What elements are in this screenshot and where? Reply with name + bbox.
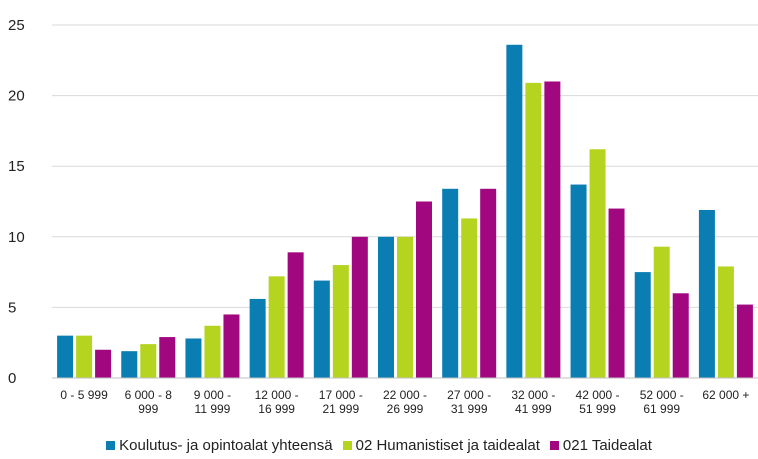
bar-series-3: [672, 293, 689, 378]
y-tick-label: 0: [8, 370, 16, 387]
x-tick-label-line: 42 000 -: [576, 388, 620, 402]
bar-series-1: [634, 272, 651, 378]
bar-series-1: [506, 44, 523, 378]
legend-label: 02 Humanistiset ja taidealat: [355, 437, 540, 454]
bar-series-2: [653, 246, 670, 378]
bar-series-2: [525, 82, 542, 378]
bar-series-3: [480, 188, 497, 378]
x-tick-label-line: 32 000 -: [511, 388, 555, 402]
bar-series-3: [736, 304, 753, 378]
x-tick-label-line: 6 000 - 8: [125, 388, 173, 402]
y-tick-label: 10: [8, 229, 25, 246]
bar-series-2: [268, 276, 285, 378]
bars: [57, 44, 753, 378]
bar-series-1: [185, 338, 202, 378]
x-tick-label: 27 000 -31 999: [447, 388, 491, 416]
bar-series-1: [249, 298, 266, 378]
x-tick-label: 42 000 -51 999: [576, 388, 620, 416]
bar-series-2: [461, 218, 478, 378]
x-tick-label: 0 - 5 999: [60, 388, 108, 402]
bar-series-2: [204, 325, 221, 378]
x-axis-labels: 0 - 5 999 6 000 - 8 999 9 000 -11 999 12 000…: [60, 388, 749, 416]
bar-series-1: [442, 188, 459, 378]
x-tick-label-line: 17 000 -: [319, 388, 363, 402]
x-tick-label-line: 9 000 -: [194, 388, 231, 402]
x-tick-label: 22 000 -26 999: [383, 388, 427, 416]
bar-series-2: [140, 344, 157, 378]
bar-series-1: [378, 236, 394, 378]
x-tick-label-line: 12 000 -: [255, 388, 299, 402]
legend-item-3: 021 Taidealat: [549, 437, 652, 454]
x-tick-label-line: 21 999: [322, 402, 359, 416]
legend-swatch: [106, 441, 116, 450]
bar-series-1: [570, 184, 587, 378]
x-tick-label-line: 61 999: [643, 402, 680, 416]
bar-series-3: [159, 337, 176, 378]
x-tick-label: 32 000 -41 999: [511, 388, 555, 416]
bar-series-2: [589, 149, 606, 378]
x-tick-label-line: 62 000 +: [702, 388, 749, 402]
bar-series-1: [313, 280, 330, 378]
x-tick-label: 62 000 +: [702, 388, 749, 402]
bar-series-2: [76, 335, 93, 378]
x-tick-label-line: 51 999: [579, 402, 616, 416]
x-tick-label: 52 000 -61 999: [640, 388, 684, 416]
chart-legend: Koulutus- ja opintoalat yhteensä 02 Human…: [0, 437, 758, 454]
bar-series-3: [223, 314, 240, 378]
x-tick-label-line: 31 999: [451, 402, 488, 416]
y-tick-label: 5: [8, 299, 16, 316]
x-tick-label-line: 22 000 -: [383, 388, 427, 402]
bar-series-1: [57, 335, 74, 378]
x-tick-label-line: 999: [138, 402, 158, 416]
x-tick-label-line: 27 000 -: [447, 388, 491, 402]
bar-series-3: [608, 208, 625, 378]
legend-item-1: Koulutus- ja opintoalat yhteensä: [106, 437, 333, 454]
y-axis-ticks: 0 5 10 15 20 25: [8, 17, 25, 387]
legend-label: 021 Taidealat: [562, 437, 652, 454]
legend-item-2: 02 Humanistiset ja taidealat: [342, 437, 540, 454]
y-tick-label: 15: [8, 158, 25, 175]
bar-series-1: [698, 209, 715, 378]
legend-swatch: [549, 441, 559, 450]
bar-series-3: [416, 201, 432, 378]
bar-series-2: [397, 236, 413, 378]
x-tick-label: 12 000 -16 999: [255, 388, 299, 416]
y-tick-label: 25: [8, 17, 25, 34]
bar-series-2: [717, 266, 734, 378]
x-tick-label-line: 52 000 -: [640, 388, 684, 402]
y-tick-label: 20: [8, 88, 25, 105]
x-tick-label: 17 000 -21 999: [319, 388, 363, 416]
bar-series-3: [351, 236, 368, 378]
bar-series-3: [287, 252, 304, 378]
bar-series-3: [544, 81, 561, 378]
x-tick-label-line: 16 999: [258, 402, 295, 416]
x-tick-label-line: 41 999: [515, 402, 552, 416]
x-tick-label: 6 000 - 8 999: [125, 388, 173, 416]
bar-series-2: [332, 265, 349, 378]
bar-series-3: [95, 349, 112, 378]
x-tick-label-line: 26 999: [387, 402, 424, 416]
x-tick-label-line: 11 999: [195, 402, 231, 416]
bar-series-1: [121, 351, 138, 378]
x-tick-label-line: 0 - 5 999: [60, 388, 108, 402]
x-tick-label: 9 000 -11 999: [194, 388, 231, 416]
legend-swatch: [342, 441, 352, 450]
legend-label: Koulutus- ja opintoalat yhteensä: [119, 437, 333, 454]
